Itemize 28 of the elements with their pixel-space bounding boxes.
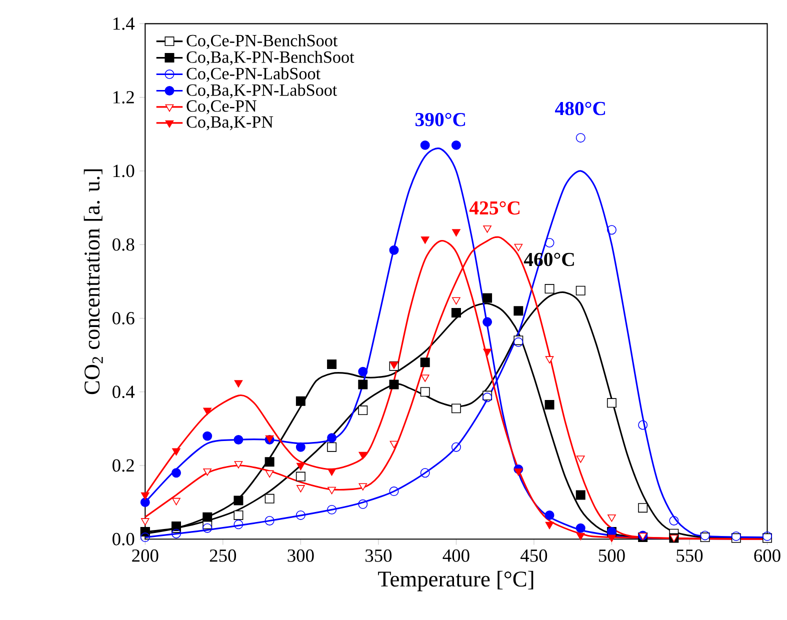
x-tick-label: 450 [520,549,548,562]
x-tick-label: 300 [288,549,314,562]
x-tick-label: 500 [598,549,625,562]
legend-label: Co,Ba,K-PN [186,116,274,130]
annotation: 425°C [469,201,520,215]
y-tick-label: 0.4 [112,386,135,398]
y-tick-label: 1.2 [113,91,134,104]
annotation: 480°C [555,102,606,116]
y-tick-label: 0.6 [112,312,134,324]
y-tick-label: 0.2 [112,459,134,472]
x-tick-label: 400 [442,549,470,562]
x-axis-title: Temperature [°C] [378,570,534,592]
x-tick-label: 250 [210,549,236,562]
y-tick-label: 0.8 [112,238,134,251]
annotation: 390°C [416,112,466,126]
legend-label: Co,Ce-PN-LabSoot [186,67,320,82]
x-tick-label: 550 [676,549,703,562]
legend-label: Co,Ce-PN-BenchSoot [186,34,338,49]
x-tick-label: 200 [132,549,158,562]
x-tick-label: 600 [754,549,780,562]
y-tick-label: 1.0 [113,164,134,178]
legend-label: Co,Ba,K-PN-BenchSoot [186,50,354,66]
legend-label: Co,Ce-PN [186,100,256,114]
y-tick-label: 1.4 [113,17,135,30]
x-tick-label: 350 [366,549,392,562]
y-tick-label: 0.0 [112,532,134,546]
y-axis-title: CO$_{2}$ concentration [a. u.] [84,169,103,394]
legend-label: Co,Ba,K-PN-LabSoot [186,84,338,98]
